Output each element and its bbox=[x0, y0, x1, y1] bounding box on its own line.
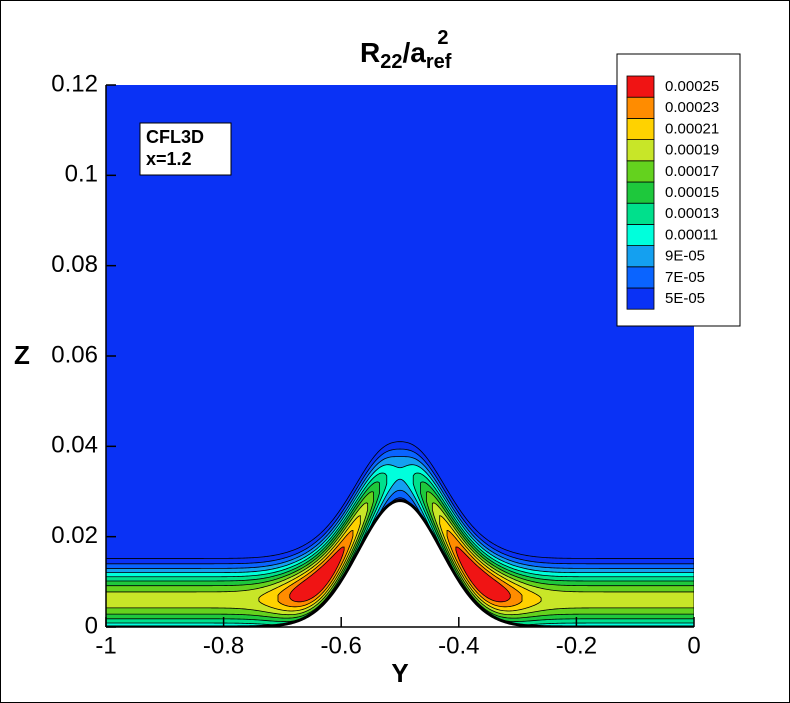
legend-swatch bbox=[626, 223, 655, 246]
y-axis-label: Z bbox=[14, 340, 30, 370]
legend-label: 0.00019 bbox=[665, 142, 719, 159]
legend-label: 0.00015 bbox=[665, 184, 719, 201]
title-sub: 22 bbox=[380, 51, 402, 73]
legend-swatch bbox=[626, 160, 655, 183]
x-tick-label: -0.6 bbox=[321, 632, 362, 659]
contour-band bbox=[258, 515, 361, 612]
y-tick-label: 0.02 bbox=[51, 522, 98, 549]
legend-swatch bbox=[626, 118, 655, 141]
y-tick-label: 0.1 bbox=[65, 161, 98, 188]
legend-swatch bbox=[626, 139, 655, 162]
chart-title: R22/aref2 bbox=[360, 27, 452, 73]
y-tick-label: 0.04 bbox=[51, 432, 98, 459]
title-base: /a bbox=[402, 37, 426, 68]
legend-swatch bbox=[626, 266, 655, 289]
x-tick-label: 0 bbox=[687, 632, 700, 659]
legend-label: 0.00017 bbox=[665, 163, 719, 180]
legend-label: 5E-05 bbox=[665, 290, 705, 307]
title-base: R bbox=[360, 37, 380, 68]
annotation: x=1.2 bbox=[146, 149, 192, 169]
legend-swatch bbox=[626, 96, 655, 119]
wall bbox=[106, 499, 694, 627]
legend-swatch bbox=[626, 181, 655, 204]
x-tick-label: -0.8 bbox=[203, 632, 244, 659]
legend-label: 0.00025 bbox=[665, 78, 719, 95]
x-tick-label: -0.2 bbox=[556, 632, 597, 659]
y-tick-label: 0.12 bbox=[51, 70, 98, 97]
x-tick-label: -1 bbox=[95, 632, 116, 659]
x-tick-label: -0.4 bbox=[438, 632, 479, 659]
annotation-box bbox=[139, 122, 232, 176]
contour-band bbox=[289, 546, 345, 603]
legend-label: 0.00021 bbox=[665, 120, 719, 137]
legend-swatch bbox=[626, 287, 655, 310]
contour-band bbox=[455, 546, 511, 603]
legend-label: 0.00023 bbox=[665, 99, 719, 116]
legend-swatch bbox=[626, 75, 655, 98]
annotation: CFL3D bbox=[146, 127, 204, 147]
title-sup: 2 bbox=[437, 27, 448, 49]
y-tick-label: 0.08 bbox=[51, 251, 98, 278]
title-sub: ref bbox=[426, 51, 452, 73]
y-tick-label: 0 bbox=[85, 612, 98, 639]
axes: 0 0.02 0.04 0.06 0.08 0.1 0.12 -1 -0.8 -0.6 -0.4 -0… bbox=[51, 70, 700, 659]
legend-swatch bbox=[626, 202, 655, 225]
legend-label: 0.00013 bbox=[665, 205, 719, 222]
legend-label: 9E-05 bbox=[665, 248, 705, 265]
legend-label: 7E-05 bbox=[665, 269, 705, 286]
y-tick-label: 0.06 bbox=[51, 341, 98, 368]
legend-entries: 5E-05 7E-05 9E-05 0.00011 0.00013 0.00015 0.00… bbox=[626, 75, 719, 310]
x-axis-label: Y bbox=[391, 658, 408, 688]
legend-swatch bbox=[626, 245, 655, 268]
contour-band bbox=[439, 515, 542, 612]
legend-label: 0.00011 bbox=[665, 226, 718, 243]
